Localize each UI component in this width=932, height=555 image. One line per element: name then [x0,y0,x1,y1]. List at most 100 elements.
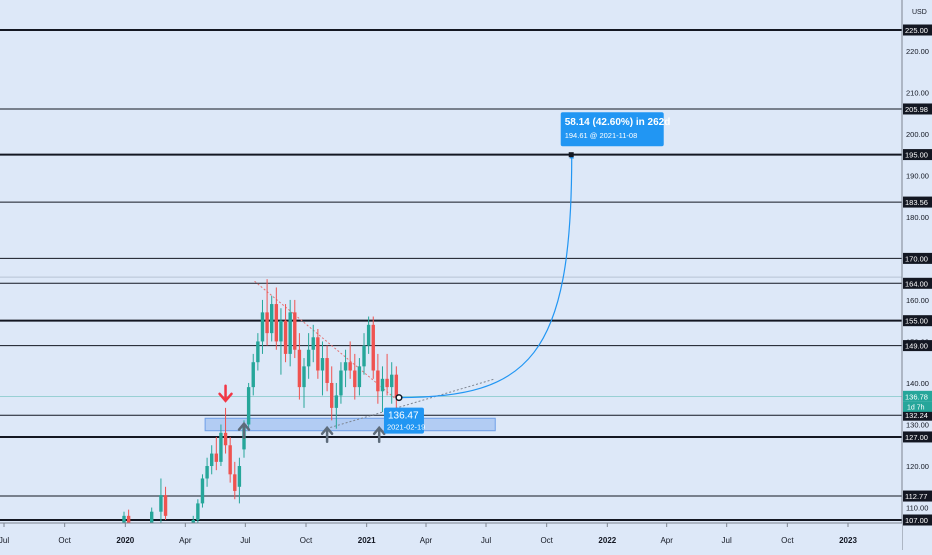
candle-body[interactable] [357,366,362,388]
price-tick-label: 200.00 [906,130,929,139]
candle-body[interactable] [371,324,375,371]
candle-body[interactable] [219,432,223,462]
level-label-background [903,431,932,443]
plot-background [0,0,902,523]
candle-body[interactable] [196,503,200,520]
buy-arrow-icon [320,425,334,444]
candle-body[interactable] [320,358,325,371]
candle-body[interactable] [210,453,214,467]
candle-body[interactable] [348,362,352,371]
level-label-background [903,149,932,161]
candle-body[interactable] [394,374,399,398]
price-tick-label: 120.00 [906,462,929,471]
time-tick-label: Jul [722,536,732,545]
time-tick-label: 2020 [116,536,134,545]
candle-body[interactable] [385,378,389,388]
candle-body[interactable] [380,378,385,392]
sell-arrow-icon [218,384,233,403]
projection-start-point[interactable] [395,394,403,402]
projection-label-main: 58.14 (42.60%) in 262d [565,117,671,128]
projection-curve[interactable] [398,153,575,399]
time-tick-label: Apr [420,536,433,545]
price-tick-label: 190.00 [906,171,929,180]
candle-body[interactable] [270,304,274,334]
level-price-label: 183.56 [905,198,928,207]
time-tick-label: Oct [781,536,794,545]
price-tick-label: 180.00 [906,213,929,222]
candle-body[interactable] [205,466,209,479]
candle-body[interactable] [293,312,297,350]
candle-body[interactable] [228,445,232,475]
level-price-label: 170.00 [905,254,928,263]
time-axis[interactable] [0,523,902,550]
candle-body[interactable] [159,495,163,512]
time-tick-label: Oct [540,536,553,545]
level-label-background [903,103,932,115]
candle-body[interactable] [251,362,255,388]
candle-body[interactable] [316,337,320,371]
candle-body[interactable] [256,341,260,363]
candle-body[interactable] [283,320,288,354]
level-price-label: 225.00 [905,26,928,35]
candle-body[interactable] [260,312,265,342]
candle-body[interactable] [302,366,306,388]
candle-body[interactable] [343,362,348,371]
level-price-label: 132.24 [905,411,928,420]
candle-body[interactable] [274,304,279,342]
countdown-label: 1d 7h [907,404,925,411]
level-label-background [903,490,932,502]
candle-body[interactable] [163,495,168,516]
time-tick-label: Oct [58,536,71,545]
candle-body[interactable] [200,478,205,504]
candle-body[interactable] [330,382,334,408]
candle-body[interactable] [376,370,380,392]
projection-label-sub: 194.61 @ 2021-11-08 [565,131,638,140]
candle-body[interactable] [265,312,269,334]
candle-body[interactable] [246,387,251,425]
candle-body[interactable] [306,349,311,367]
candle-body[interactable] [233,474,237,491]
candle-body[interactable] [279,320,283,342]
ascending-trendline[interactable] [326,378,496,430]
candle-body[interactable] [311,337,315,350]
candle-body[interactable] [366,324,371,346]
candle-body[interactable] [325,358,329,383]
candle-body[interactable] [362,345,366,367]
level-price-label: 112.77 [905,492,927,501]
candle-body[interactable] [288,312,292,354]
start-price-label: 136.47 [388,411,419,422]
candle-body[interactable] [223,432,228,446]
price-tick-label: 160.00 [906,296,929,305]
level-label-background [903,277,932,289]
level-price-label: 164.00 [905,279,928,288]
level-label-background [903,409,932,421]
level-label-background [903,252,932,264]
candle-body[interactable] [334,395,339,408]
candle-body[interactable] [126,515,131,529]
time-tick-label: Jul [481,536,491,545]
candle-body[interactable] [339,370,343,396]
level-price-label: 205.98 [905,105,928,114]
projection-end-point[interactable] [568,152,574,158]
level-label-background [903,24,932,36]
candle-body[interactable] [390,374,394,388]
candle-body[interactable] [237,466,242,487]
price-tick-label: 210.00 [906,88,929,97]
price-axis[interactable] [902,0,932,550]
candle-body[interactable] [122,515,126,525]
time-tick-label: Jul [0,536,9,545]
time-tick-label: Apr [660,536,673,545]
currency-label: USD [912,9,927,16]
candle-body[interactable] [297,349,302,388]
level-price-label: 155.00 [905,317,928,326]
price-tick-label: 220.00 [906,47,929,56]
price-tick-label: 140.00 [906,379,929,388]
descending-trendline[interactable] [254,280,400,403]
buy-arrow-icon [237,421,251,439]
candle-body[interactable] [214,453,219,462]
candle-body[interactable] [353,370,357,388]
current-price-label: 136.78 [905,392,928,401]
candle-body[interactable] [150,511,154,525]
